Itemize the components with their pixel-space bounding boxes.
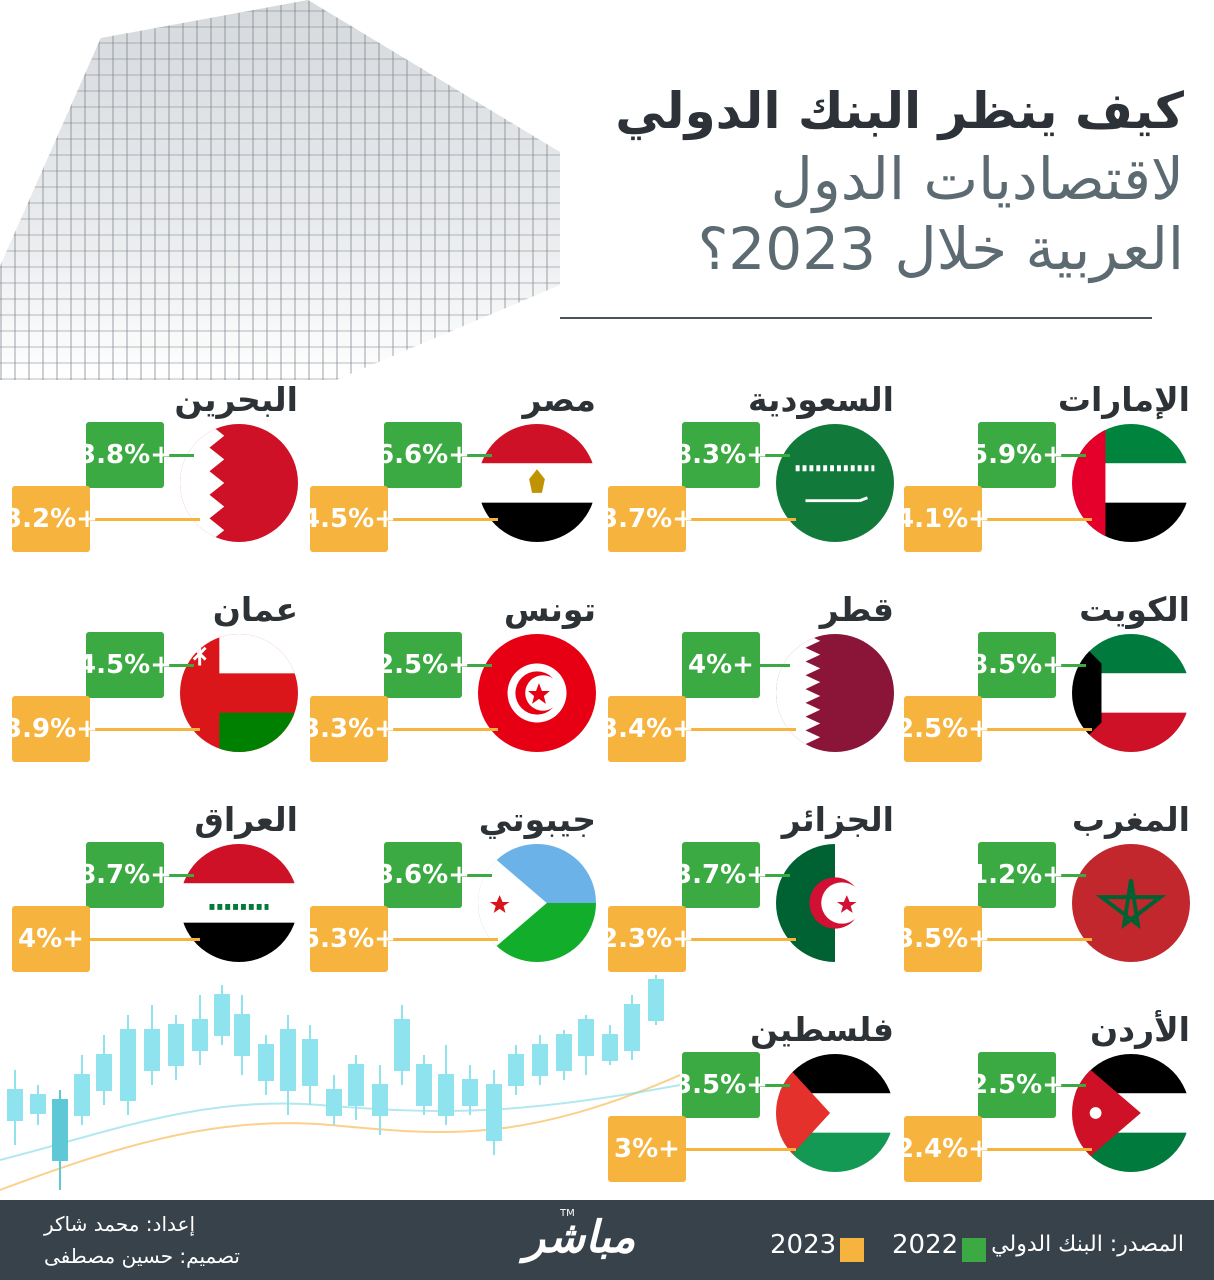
kuwait-flag-icon — [1072, 634, 1190, 752]
growth-2023-badge: 3.9%+ — [4, 696, 98, 762]
growth-2023-badge: 2.3%+ — [600, 906, 694, 972]
tunisia-flag-icon — [478, 634, 596, 752]
country-name: قطر — [819, 590, 894, 629]
candlestick-decoration — [0, 975, 680, 1191]
country-card-egypt: مصر 6.6%+ 4.5%+ — [302, 380, 606, 564]
world-bank-building-image — [0, 0, 560, 380]
bahrain-flag-icon — [180, 424, 298, 542]
growth-2022-badge: 4%+ — [682, 632, 760, 698]
country-name: البحرين — [174, 380, 298, 419]
growth-2023-badge: 3%+ — [608, 1116, 686, 1182]
morocco-flag-icon — [1072, 844, 1190, 962]
country-name: المغرب — [1071, 800, 1190, 839]
oman-flag-icon — [180, 634, 298, 752]
country-card-kuwait: الكويت 8.5%+ 2.5%+ — [896, 590, 1200, 774]
title-divider — [560, 317, 1152, 319]
country-card-bahrain: البحرين 3.8%+ 3.2%+ — [4, 380, 308, 564]
country-name: الجزائر — [781, 800, 894, 839]
growth-2022-badge: 3.5%+ — [674, 1052, 768, 1118]
country-name: العراق — [194, 800, 298, 839]
growth-2022-badge: 5.9%+ — [970, 422, 1064, 488]
country-name: عمان — [212, 590, 298, 629]
country-name: فلسطين — [750, 1010, 894, 1049]
growth-2023-badge: 4%+ — [12, 906, 90, 972]
country-card-saudi: السعودية 8.3%+ 3.7%+ — [600, 380, 904, 564]
country-name: جيبوتي — [478, 800, 596, 839]
growth-2023-badge: 3.2%+ — [4, 486, 98, 552]
trademark-mark: TM — [560, 1208, 575, 1219]
mubasher-logo: مباشر — [524, 1212, 636, 1263]
growth-2023-badge: 3.5%+ — [896, 906, 990, 972]
title-line-3: العربية خلال 2023؟ — [697, 215, 1184, 283]
page-title: كيف ينظر البنك الدولي لاقتصاديات الدول ا… — [544, 78, 1184, 284]
footer-bar: إعداد: محمد شاكر تصميم: حسين مصطفى مباشر… — [0, 1200, 1214, 1280]
country-card-djibouti: جيبوتي 3.6%+ 5.3%+ — [302, 800, 606, 984]
country-name: مصر — [522, 380, 596, 419]
country-card-tunisia: تونس 2.5%+ 3.3%+ — [302, 590, 606, 774]
growth-2022-badge: 6.6%+ — [376, 422, 470, 488]
growth-2023-badge: 2.5%+ — [896, 696, 990, 762]
palestine-flag-icon — [776, 1054, 894, 1172]
growth-2023-badge: 4.1%+ — [896, 486, 990, 552]
title-line-1: كيف ينظر البنك الدولي — [615, 82, 1184, 140]
country-card-morocco: المغرب 1.2%+ 3.5%+ — [896, 800, 1200, 984]
legend-2023-swatch — [840, 1238, 864, 1262]
designed-by: تصميم: حسين مصطفى — [44, 1244, 240, 1268]
iraq-flag-icon — [180, 844, 298, 962]
growth-2023-badge: 4.5%+ — [302, 486, 396, 552]
qatar-flag-icon — [776, 634, 894, 752]
growth-2022-badge: 1.2%+ — [970, 842, 1064, 908]
country-name: الأردن — [1090, 1010, 1190, 1049]
prepared-by: إعداد: محمد شاكر — [44, 1212, 195, 1236]
growth-2022-badge: 2.5%+ — [970, 1052, 1064, 1118]
legend-2022-swatch — [962, 1238, 986, 1262]
country-card-oman: عمان 4.5%+ 3.9%+ — [4, 590, 308, 774]
egypt-flag-icon — [478, 424, 596, 542]
growth-2022-badge: 4.5%+ — [78, 632, 172, 698]
algeria-flag-icon — [776, 844, 894, 962]
country-name: السعودية — [748, 380, 894, 419]
country-card-uae: الإمارات 5.9%+ 4.1%+ — [896, 380, 1200, 564]
title-line-2: لاقتصاديات الدول — [770, 145, 1184, 213]
growth-2022-badge: 3.8%+ — [78, 422, 172, 488]
growth-2022-badge: 8.5%+ — [970, 632, 1064, 698]
country-name: تونس — [503, 590, 596, 629]
jordan-flag-icon — [1072, 1054, 1190, 1172]
country-name: الكويت — [1079, 590, 1190, 629]
djibouti-flag-icon — [478, 844, 596, 962]
country-name: الإمارات — [1057, 380, 1190, 419]
country-card-jordan: الأردن 2.5%+ 2.4%+ — [896, 1010, 1200, 1194]
legend-2023-label: 2023 — [770, 1230, 837, 1260]
growth-2023-badge: 3.7%+ — [600, 486, 694, 552]
legend-2022-label: 2022 — [892, 1230, 959, 1260]
growth-2022-badge: 3.7%+ — [674, 842, 768, 908]
country-card-palestine: فلسطين 3.5%+ 3%+ — [604, 1010, 904, 1194]
growth-2022-badge: 8.7%+ — [78, 842, 172, 908]
growth-2023-badge: 3.3%+ — [302, 696, 396, 762]
growth-2022-badge: 8.3%+ — [674, 422, 768, 488]
country-card-iraq: العراق 8.7%+ 4%+ — [8, 800, 308, 984]
growth-2023-badge: 5.3%+ — [302, 906, 396, 972]
country-card-algeria: الجزائر 3.7%+ 2.3%+ — [600, 800, 904, 984]
growth-2022-badge: 2.5%+ — [376, 632, 470, 698]
country-card-qatar: قطر 4%+ 3.4%+ — [600, 590, 904, 774]
growth-2023-badge: 3.4%+ — [600, 696, 694, 762]
growth-2023-badge: 2.4%+ — [896, 1116, 990, 1182]
growth-2022-badge: 3.6%+ — [376, 842, 470, 908]
source-text: المصدر: البنك الدولي — [991, 1232, 1184, 1257]
uae-flag-icon — [1072, 424, 1190, 542]
saudi-flag-icon — [776, 424, 894, 542]
